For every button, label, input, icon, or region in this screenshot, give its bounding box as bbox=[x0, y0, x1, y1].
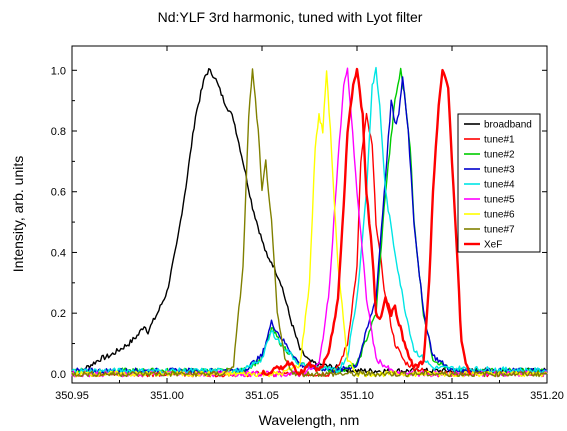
legend-label: tune#7 bbox=[484, 225, 515, 236]
legend-label: tune#1 bbox=[484, 135, 515, 146]
series-line-xef bbox=[260, 67, 472, 376]
x-tick-label: 350.95 bbox=[55, 390, 89, 402]
y-tick-label: 1.0 bbox=[51, 65, 66, 77]
legend-label: tune#4 bbox=[484, 180, 515, 191]
legend-label: tune#3 bbox=[484, 165, 515, 176]
y-tick-label: 0.2 bbox=[51, 308, 66, 320]
x-tick-label: 351.20 bbox=[530, 390, 564, 402]
legend-items: broadband tune#1 tune#2 tune#3 tune#4 tune#5 t… bbox=[464, 120, 532, 251]
legend-label: tune#5 bbox=[484, 195, 515, 206]
x-axis: 350.95 351.00 351.05 351.10 351.15 351.20 bbox=[55, 46, 564, 402]
x-tick-label: 351.10 bbox=[340, 390, 374, 402]
y-tick-label: 0.6 bbox=[51, 187, 66, 199]
x-tick-label: 351.05 bbox=[245, 390, 279, 402]
y-tick-label: 0.0 bbox=[51, 369, 66, 381]
legend-label: tune#2 bbox=[484, 150, 515, 161]
x-axis-label: Wavelength, nm bbox=[259, 412, 360, 428]
series-line-tune-7 bbox=[71, 68, 548, 378]
series-layer bbox=[71, 66, 548, 378]
legend: broadband tune#1 tune#2 tune#3 tune#4 tune#5 t… bbox=[457, 113, 541, 253]
x-tick-label: 351.00 bbox=[150, 390, 184, 402]
y-tick-label: 0.4 bbox=[51, 247, 66, 259]
legend-label: tune#6 bbox=[484, 210, 515, 221]
legend-label: broadband bbox=[484, 120, 532, 131]
y-tick-label: 0.8 bbox=[51, 126, 66, 138]
y-axis: 0.0 0.2 0.4 0.6 0.8 1.0 bbox=[51, 65, 547, 381]
x-tick-label: 351.15 bbox=[435, 390, 469, 402]
plot-area: 350.95 351.00 351.05 351.10 351.15 351.20 0.0… bbox=[51, 45, 564, 402]
legend-label: XeF bbox=[484, 240, 502, 251]
chart-title: Nd:YLF 3rd harmonic, tuned with Lyot fil… bbox=[158, 9, 423, 25]
y-axis-label: Intensity, arb. units bbox=[10, 156, 26, 272]
